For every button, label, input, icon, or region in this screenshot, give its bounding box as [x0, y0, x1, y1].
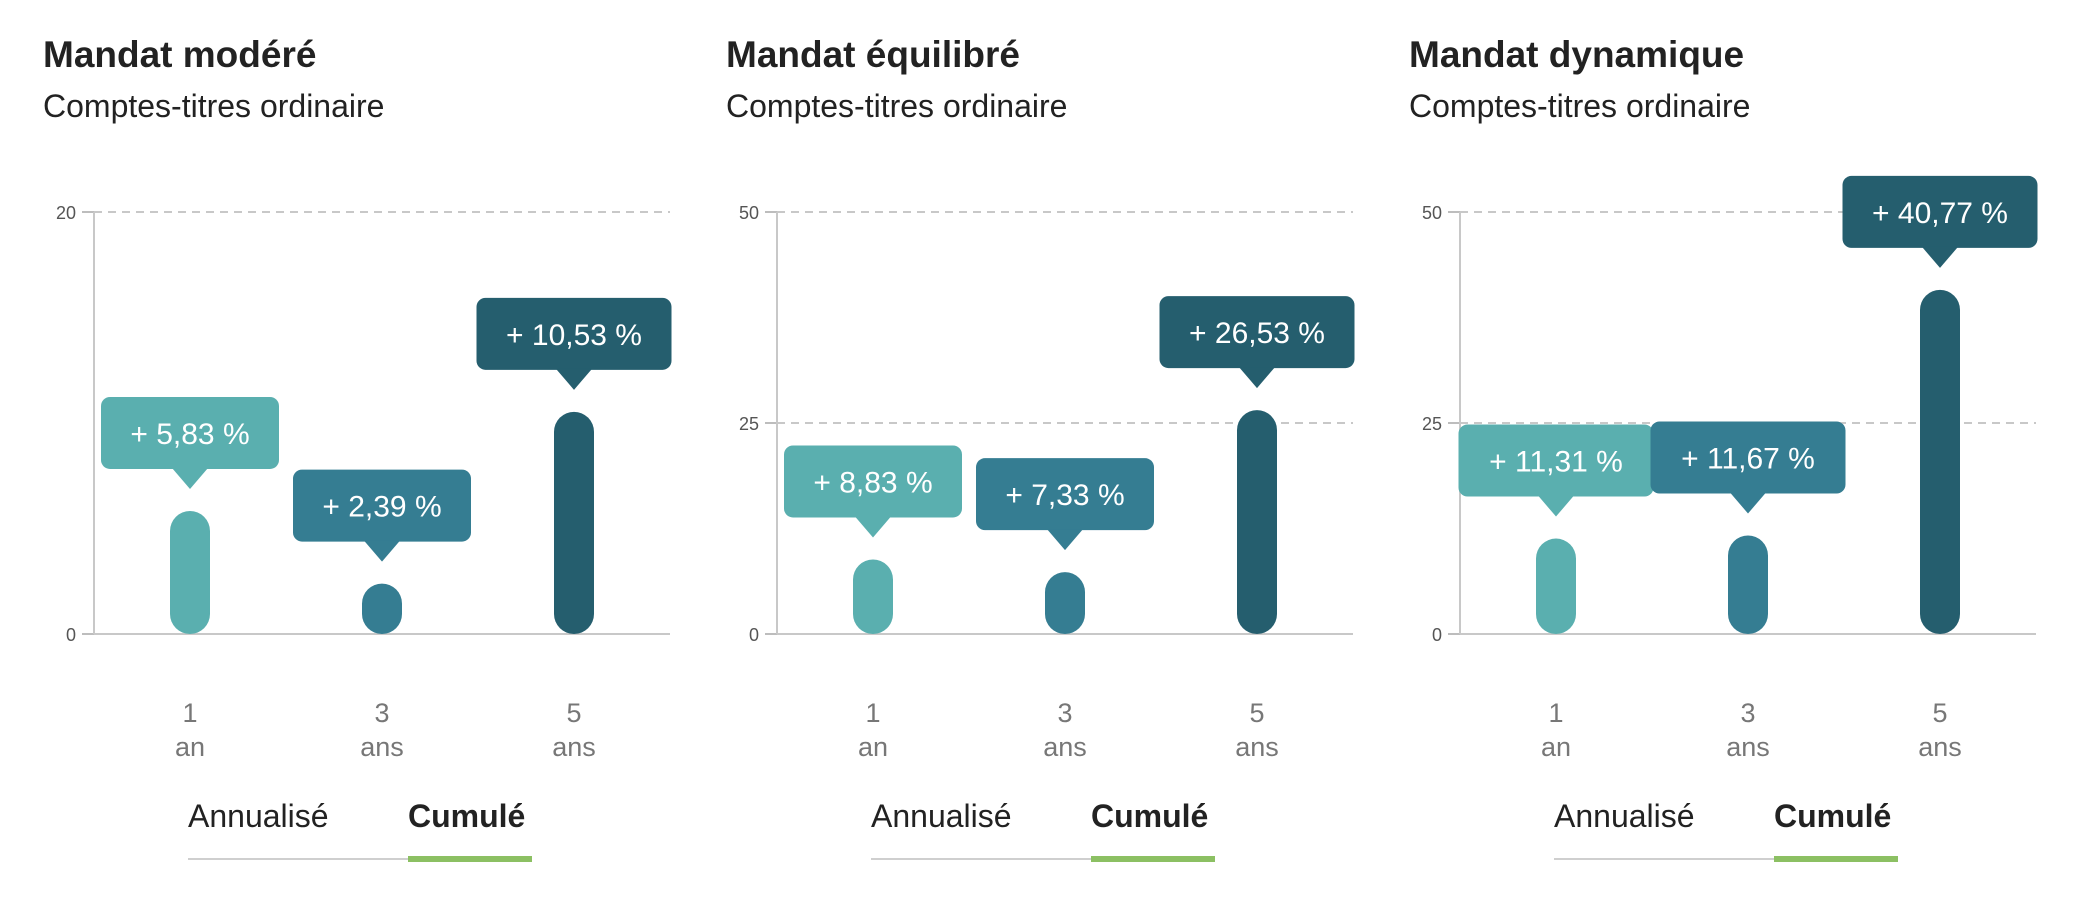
panel-title: Mandat modéré [43, 34, 317, 75]
y-tick-label: 50 [1422, 203, 1442, 223]
data-label: + 2,39 % [322, 491, 441, 524]
active-tab-underline [1774, 856, 1898, 862]
panel-dynamique: Mandat dynamique Comptes-titres ordinair… [1366, 0, 2049, 920]
callout-pointer [1239, 367, 1275, 389]
value-callout: + 7,33 % [976, 458, 1154, 551]
callout-box [1650, 421, 1846, 494]
toggle-annualise[interactable]: Annualisé [871, 798, 1012, 834]
panel-title: Mandat dynamique [1409, 34, 1745, 75]
data-label: + 40,77 % [1872, 197, 2008, 230]
x-tick-label-unit: ans [1043, 732, 1087, 762]
panel-subtitle: Comptes-titres ordinaire [1409, 88, 1751, 124]
data-label: + 5,83 % [130, 418, 249, 451]
toggle-baseline [1554, 858, 1898, 860]
x-tick-label-number: 5 [1249, 698, 1264, 728]
value-callout: + 2,39 % [293, 469, 471, 562]
panel-subtitle: Comptes-titres ordinaire [726, 88, 1068, 124]
data-label: + 8,83 % [813, 466, 932, 499]
bar [853, 559, 893, 634]
y-tick-label: 20 [56, 203, 76, 223]
x-tick-label-number: 5 [566, 698, 581, 728]
x-tick-label-unit: ans [1235, 732, 1279, 762]
callout-pointer [172, 467, 208, 489]
toggle-cumule[interactable]: Cumulé [1774, 798, 1892, 834]
callout-pointer [1047, 529, 1083, 551]
x-tick-label-unit: an [858, 732, 888, 762]
performance-chart: 0 20 + 5,83 % 1 an + 2,39 % 3 ans + 10,53 % 5 ans [56, 203, 672, 762]
panel-equilibre: Mandat équilibré Comptes-titres ordinair… [683, 0, 1366, 920]
x-tick-label-unit: an [1541, 732, 1571, 762]
callout-pointer [1922, 246, 1958, 268]
callout-box [1159, 296, 1355, 369]
active-tab-underline [1091, 856, 1215, 862]
bar [362, 583, 402, 634]
callout-box [476, 297, 672, 370]
callout-pointer [556, 368, 592, 390]
callout-pointer [364, 540, 400, 562]
active-tab-underline [408, 856, 532, 862]
x-tick-label-number: 3 [374, 698, 389, 728]
toggle-annualise[interactable]: Annualisé [1554, 798, 1695, 834]
panel-title: Mandat équilibré [726, 34, 1020, 75]
x-tick-label-number: 1 [865, 698, 880, 728]
data-label: + 11,31 % [1489, 446, 1623, 479]
x-tick-label-number: 3 [1057, 698, 1072, 728]
bar [1920, 289, 1960, 634]
callout-box [976, 458, 1154, 531]
x-tick-label-number: 5 [1932, 698, 1947, 728]
toggle-cumule[interactable]: Cumulé [1091, 798, 1209, 834]
value-callout: + 11,31 % [1458, 424, 1654, 517]
toggle-cumule[interactable]: Cumulé [408, 798, 526, 834]
data-label: + 7,33 % [1005, 479, 1124, 512]
value-callout: + 5,83 % [101, 396, 279, 489]
x-tick-label-number: 1 [182, 698, 197, 728]
x-tick-label-unit: ans [360, 732, 404, 762]
x-tick-label-number: 1 [1548, 698, 1563, 728]
value-callout: + 26,53 % [1159, 296, 1355, 389]
x-tick-label-number: 3 [1740, 698, 1755, 728]
callout-pointer [1538, 495, 1574, 517]
bar [1728, 535, 1768, 634]
data-label: + 26,53 % [1189, 317, 1325, 350]
callout-box [1842, 175, 2038, 248]
toggle-baseline [188, 858, 532, 860]
y-tick-label: 0 [66, 625, 76, 645]
y-tick-label: 50 [739, 203, 759, 223]
panel-subtitle: Comptes-titres ordinaire [43, 88, 385, 124]
x-tick-label-unit: ans [1918, 732, 1962, 762]
data-label: + 10,53 % [506, 319, 642, 352]
x-tick-label-unit: an [175, 732, 205, 762]
callout-box [1458, 424, 1654, 497]
x-tick-label-unit: ans [552, 732, 596, 762]
panel-modere: Mandat modéré Comptes-titres ordinaire 0… [0, 0, 683, 920]
callout-box [784, 445, 962, 518]
value-callout: + 8,83 % [784, 445, 962, 538]
toggle-baseline [871, 858, 1215, 860]
bar [170, 510, 210, 634]
performance-chart: 0 25 50 + 11,31 % 1 an + 11,67 % 3 ans + 40,77 % 5… [1422, 175, 2038, 762]
data-label: + 11,67 % [1681, 443, 1815, 476]
value-callout: + 40,77 % [1842, 175, 2038, 268]
bar [1045, 572, 1085, 634]
callout-pointer [1730, 492, 1766, 514]
callout-pointer [855, 516, 891, 538]
y-tick-label: 0 [749, 625, 759, 645]
bar [1237, 410, 1277, 634]
y-tick-label: 0 [1432, 625, 1442, 645]
y-tick-label: 25 [739, 414, 759, 434]
value-callout: + 10,53 % [476, 297, 672, 390]
x-tick-label-unit: ans [1726, 732, 1770, 762]
y-tick-label: 25 [1422, 414, 1442, 434]
callout-box [101, 396, 279, 469]
value-callout: + 11,67 % [1650, 421, 1846, 514]
callout-box [293, 469, 471, 542]
bar [1536, 538, 1576, 634]
toggle-annualise[interactable]: Annualisé [188, 798, 329, 834]
performance-chart: 0 25 50 + 8,83 % 1 an + 7,33 % 3 ans + 26,53 % 5 an… [739, 203, 1355, 762]
bar [554, 411, 594, 634]
